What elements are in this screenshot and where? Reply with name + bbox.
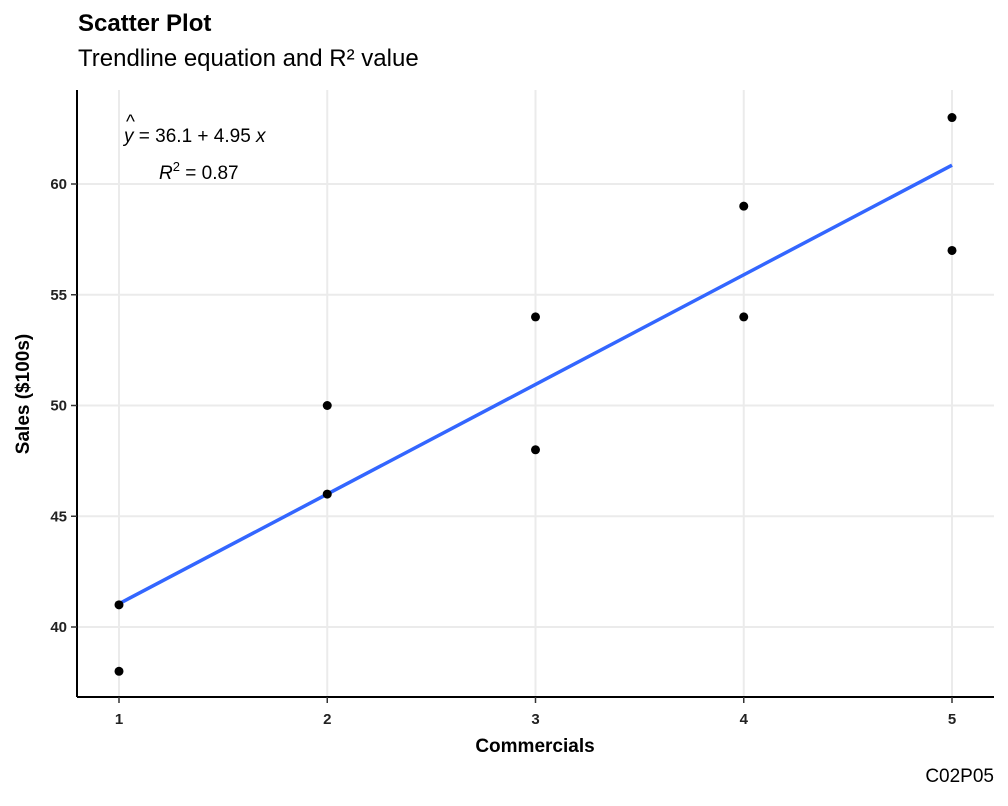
data-point <box>531 312 540 322</box>
data-point <box>114 600 124 610</box>
data-point <box>531 445 540 455</box>
equation-yhat: y <box>122 126 135 147</box>
trendline-equation: y = 36.1 + 4.95 x ^ <box>122 112 267 147</box>
data-point <box>322 489 332 499</box>
y-tick-label: 60 <box>50 176 67 193</box>
axes <box>71 90 994 703</box>
y-tick-label: 40 <box>50 619 67 636</box>
y-tick-label: 45 <box>50 508 67 525</box>
data-point <box>947 245 957 255</box>
equation-body: = 36.1 + 4.95 <box>134 126 257 147</box>
data-point <box>739 312 749 322</box>
chart-title: Scatter Plot <box>78 10 212 37</box>
y-tick-label: 50 <box>50 398 67 415</box>
data-point <box>322 401 332 410</box>
points-layer <box>114 113 957 676</box>
chart-caption: C02P05 <box>925 766 994 787</box>
trendline-layer <box>118 163 953 606</box>
x-tick-label: 3 <box>531 711 539 728</box>
r-squared-label: R2 = 0.87 <box>159 159 239 184</box>
y-axis-title: Sales ($100s) <box>13 334 34 454</box>
data-point <box>739 201 749 211</box>
svg-text:R2 = 0.87: R2 = 0.87 <box>159 159 239 184</box>
x-axis-title: Commercials <box>475 736 594 757</box>
x-tick-label: 5 <box>948 711 956 728</box>
equation-x: x <box>255 126 267 147</box>
data-point <box>114 666 124 676</box>
trendline <box>118 163 953 606</box>
x-tick-label: 2 <box>323 711 331 728</box>
x-tick-label: 4 <box>740 711 749 728</box>
r2-exponent: 2 <box>173 159 180 174</box>
y-tick-label: 55 <box>50 287 67 304</box>
r2-value: = 0.87 <box>180 163 239 184</box>
chart-subtitle: Trendline equation and R² value <box>78 45 419 72</box>
yhat-caret: ^ <box>126 112 135 133</box>
r2-r: R <box>159 163 173 184</box>
svg-text:y = 36.1 + 4.95 x: y = 36.1 + 4.95 x <box>122 126 267 147</box>
data-point <box>947 113 957 123</box>
x-tick-label: 1 <box>115 711 123 728</box>
grid-lines <box>77 90 994 697</box>
